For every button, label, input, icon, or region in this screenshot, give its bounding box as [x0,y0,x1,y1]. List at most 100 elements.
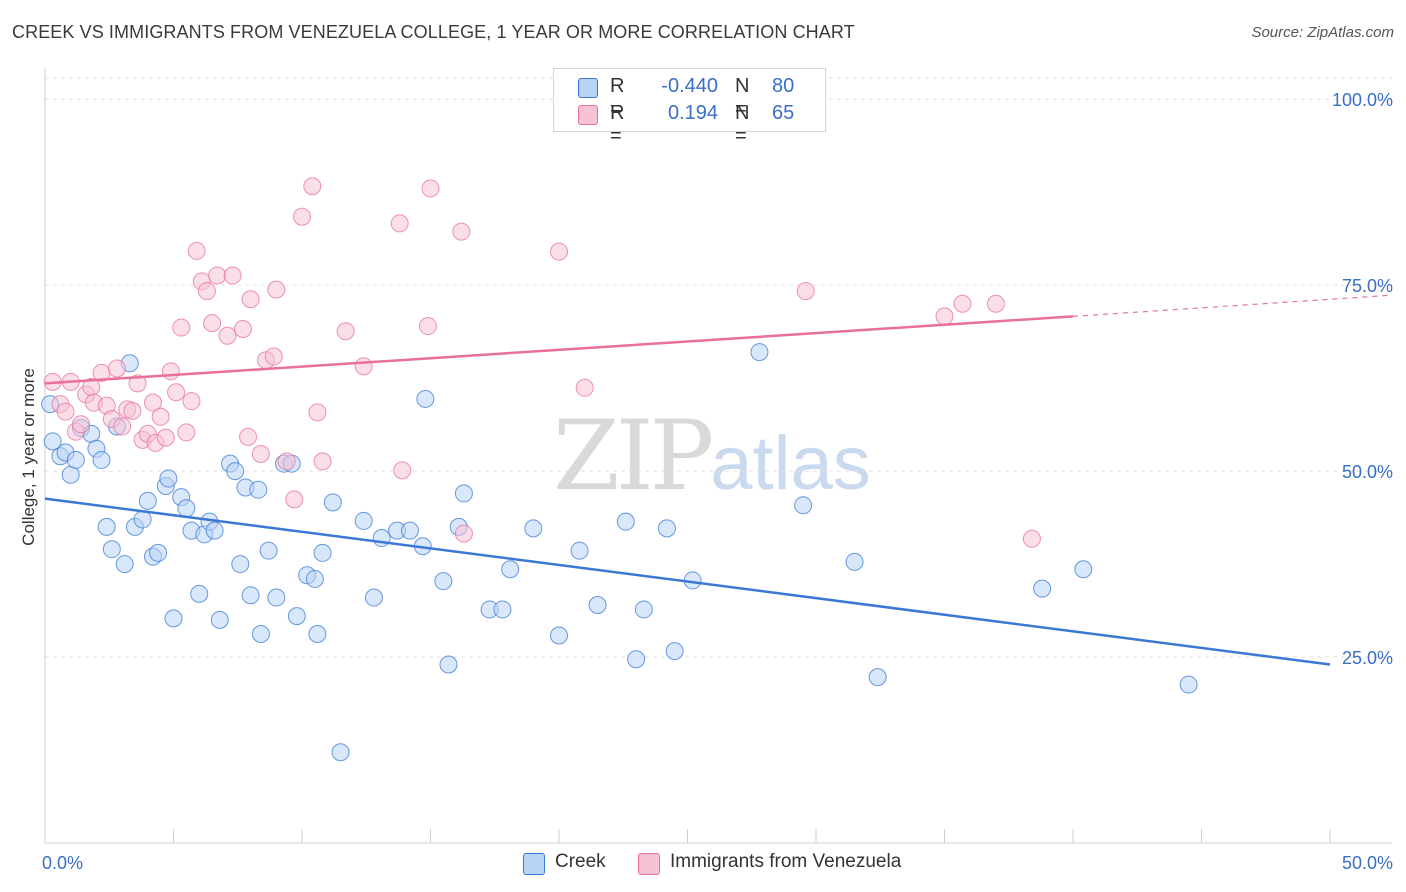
data-point [251,444,270,463]
data-point [418,317,437,336]
data-point [203,314,222,333]
data-point [439,655,458,674]
data-point [151,407,170,426]
data-point [400,521,419,540]
data-point [550,242,568,261]
data-point [177,499,196,518]
data-point [501,560,520,579]
data-point [164,609,183,628]
data-point [190,584,209,603]
data-point [133,510,152,529]
data-point [313,543,332,562]
data-point [794,496,813,515]
chart-title: CREEK VS IMMIGRANTS FROM VENEZUELA COLLE… [12,22,855,42]
data-point [128,374,147,393]
data-point [113,417,132,436]
data-point [123,401,142,420]
data-point [239,427,258,446]
data-point [627,650,646,669]
data-point [187,241,206,260]
source-label: Source: ZipAtlas.com [1251,24,1394,41]
data-point [331,743,350,762]
data-point [588,595,607,614]
creek-swatch [578,78,598,98]
data-point [1179,675,1198,694]
data-point [197,282,216,301]
data-point [575,378,594,397]
data-point [1074,560,1093,579]
data-point [223,266,242,285]
data-point [393,461,412,480]
x-tick-label: 50.0% [1342,853,1393,873]
y-tick-label: 75.0% [1342,276,1393,296]
legend-r-label: R = [610,102,625,147]
data-point [177,423,196,442]
data-point [354,511,373,530]
data-point [986,294,1005,313]
data-point [364,588,383,607]
data-point [308,403,327,422]
data-point [287,607,306,626]
data-point [323,493,342,512]
data-point [210,610,229,629]
data-point [452,222,471,241]
data-point [264,347,283,366]
data-point [43,432,62,451]
legend-r-value: -0.440 [661,75,718,97]
data-point [416,389,435,408]
data-point [56,402,75,421]
data-point [303,177,322,196]
data-point [71,415,90,434]
bottom-legend-venezuela: Immigrants from Venezuela [670,851,902,872]
data-point [953,294,972,313]
data-point [208,266,227,285]
data-point [218,326,237,345]
data-point [156,428,175,447]
data-point [354,357,373,376]
data-point [616,512,635,531]
data-point [102,540,121,559]
legend-n-value: 65 [772,102,795,124]
data-point [66,450,85,469]
data-point [845,552,864,571]
data-point [267,280,286,299]
legend-n-label: N = [735,75,750,120]
legend-r-value: 0.194 [667,102,718,124]
data-point [550,626,568,645]
bottom-legend-creek-swatch [523,853,545,875]
data-point [657,519,676,538]
data-point [277,452,296,471]
data-point [305,569,324,588]
data-point [308,624,327,643]
trend-line [44,315,1074,385]
trend-line-extension [1072,294,1393,317]
data-point [293,207,311,226]
data-point [159,469,178,488]
y-tick-label: 25.0% [1342,648,1393,668]
data-point [172,318,191,337]
data-point [149,543,168,562]
data-point [182,392,201,411]
watermark-zip: ZIP [553,400,714,512]
data-point [249,480,268,499]
data-point [665,642,684,661]
data-point [935,307,954,326]
legend-n-label: N = [735,102,750,147]
data-point [454,524,473,543]
data-point [161,362,180,381]
x-tick-label: 0.0% [42,853,83,873]
stats-legend: R = -0.440 N = 80 R = 0.194 N = 65 [553,68,826,147]
data-point [1022,529,1041,548]
data-point [143,393,162,412]
data-point [454,484,473,503]
data-point [205,521,224,540]
data-point [634,600,653,619]
data-point [241,586,260,605]
data-point [1033,579,1052,598]
y-tick-label: 50.0% [1342,462,1393,482]
series-creek [41,343,1198,762]
data-point [421,179,440,198]
data-point [226,462,245,481]
trend-line [44,497,1331,666]
